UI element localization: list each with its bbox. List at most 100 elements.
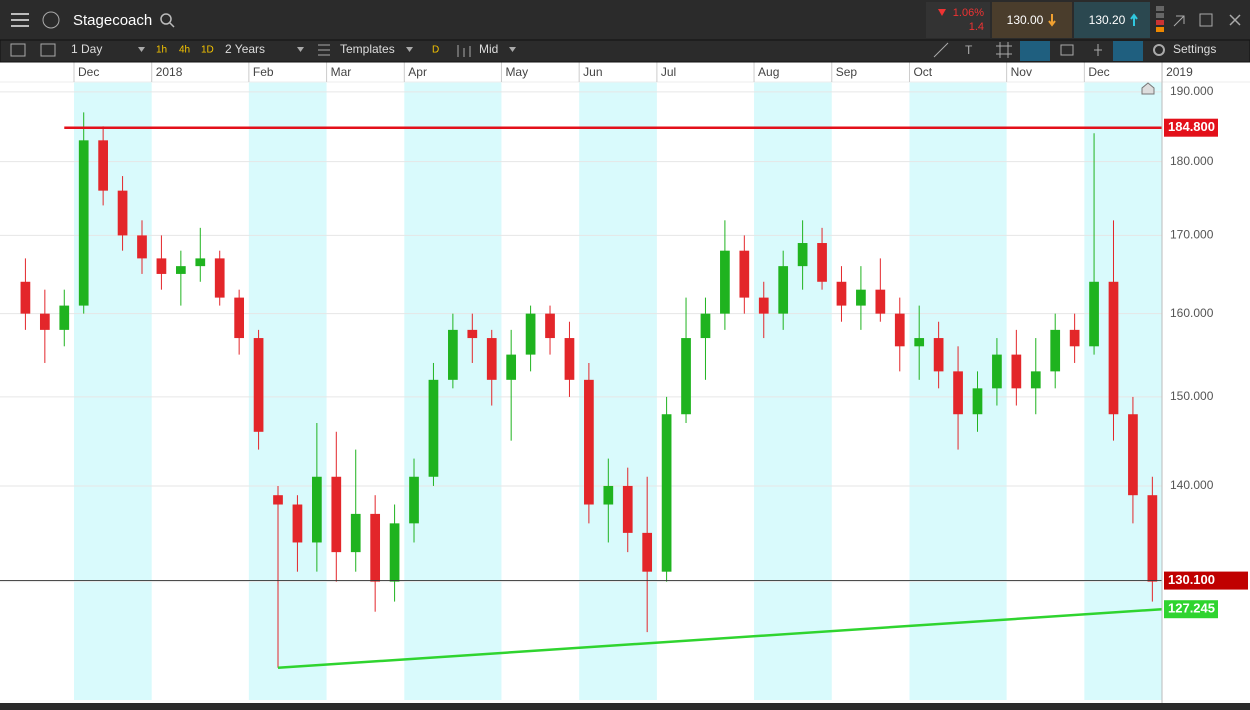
interval-4h[interactable]: 4h <box>179 45 190 56</box>
candle-body <box>448 329 458 380</box>
x-tick-label: Apr <box>408 65 427 79</box>
candle-body <box>234 297 245 339</box>
candle-body <box>953 371 963 415</box>
interval-select[interactable]: 1 Day <box>71 42 102 56</box>
candle-body <box>78 140 89 306</box>
candle-body <box>137 235 147 259</box>
candle-body <box>564 338 575 380</box>
active-tool[interactable] <box>1020 41 1050 61</box>
close-button[interactable] <box>1229 14 1241 26</box>
candle-body <box>156 258 167 274</box>
indicator-button[interactable] <box>1094 44 1102 56</box>
interval-1d[interactable]: 1D <box>201 45 214 56</box>
candle-body <box>273 495 283 505</box>
x-tick-label: Oct <box>913 65 932 79</box>
dropdown-arrow <box>406 47 413 52</box>
resistance-label: 184.800 <box>1168 119 1215 134</box>
sell-arrow <box>1048 14 1056 27</box>
draw-line-button[interactable] <box>933 42 949 58</box>
support-line <box>277 607 1163 670</box>
expand-button[interactable] <box>1173 15 1185 27</box>
sell-button[interactable] <box>992 2 1072 38</box>
candle-body <box>1128 414 1138 496</box>
candle-body <box>486 338 497 380</box>
x-tick-label: 2019 <box>1166 65 1193 79</box>
candle-body <box>195 258 206 267</box>
candle-body <box>739 250 750 298</box>
change-points: 1.4 <box>969 21 984 33</box>
price-type-select[interactable]: Mid <box>479 42 498 56</box>
layout-button[interactable] <box>40 43 56 57</box>
settings-button[interactable]: Settings <box>1173 42 1216 56</box>
x-tick-label: Aug <box>758 65 779 79</box>
candle-body <box>894 313 905 347</box>
candle-body <box>525 313 536 355</box>
list-button[interactable] <box>10 43 26 57</box>
candle-body <box>603 485 614 505</box>
last-price-label: 130.100 <box>1168 572 1215 587</box>
last-price-label-box <box>1164 571 1248 590</box>
templates-button[interactable]: Templates <box>340 42 395 56</box>
candle-body <box>1050 329 1061 372</box>
candle-body <box>1108 281 1119 415</box>
d-button[interactable]: D <box>432 45 439 56</box>
candle-body <box>778 266 789 314</box>
info-button[interactable] <box>42 11 60 29</box>
active-tool[interactable] <box>1113 41 1143 61</box>
text-tool-icon[interactable]: T <box>965 43 973 57</box>
x-tick-label: Nov <box>1011 65 1032 79</box>
buy-price[interactable]: 130.20 <box>1089 13 1126 27</box>
change-percent: 1.06% <box>953 7 984 19</box>
level-meter <box>1156 6 1164 32</box>
crosshair-button[interactable] <box>996 42 1012 58</box>
search-icon[interactable] <box>160 13 175 28</box>
overlay-button[interactable] <box>1060 44 1074 56</box>
candle-body <box>370 513 381 582</box>
support-label: 127.245 <box>1168 601 1215 616</box>
x-tick-label: Mar <box>331 65 352 79</box>
y-tick-label: 160.000 <box>1170 306 1214 320</box>
dropdown-arrow <box>297 47 304 52</box>
candle-body <box>642 532 653 572</box>
home-button <box>1141 82 1155 95</box>
interval-1h[interactable]: 1h <box>156 45 167 56</box>
chart: 130.000140.000150.000160.000170.000180.0… <box>0 62 1250 710</box>
y-tick-label: 180.000 <box>1170 154 1214 168</box>
candle-body <box>98 140 108 191</box>
buy-arrow <box>1130 13 1138 26</box>
instrument-name[interactable]: Stagecoach <box>73 12 152 29</box>
sell-price[interactable]: 130.00 <box>1007 13 1044 27</box>
x-tick-label: Dec <box>1088 65 1109 79</box>
candle-body <box>39 313 50 330</box>
candle-body <box>681 338 691 415</box>
x-axis-strip <box>0 62 1250 82</box>
candle-body <box>856 289 866 306</box>
x-tick-label: May <box>505 65 528 79</box>
candle-body <box>661 414 672 572</box>
resistance-label-box <box>1164 118 1218 137</box>
candle-body <box>59 305 70 330</box>
menu-button[interactable] <box>0 0 38 40</box>
candle-body <box>253 338 264 432</box>
candle-body <box>331 476 342 553</box>
x-tick-label: 2018 <box>156 65 183 79</box>
candle-body <box>914 338 925 347</box>
candle-body <box>312 476 322 543</box>
y-tick-label: 170.000 <box>1170 228 1214 242</box>
settings-icon <box>1153 44 1165 56</box>
buy-button[interactable] <box>1074 2 1150 38</box>
candle-body <box>117 190 128 236</box>
candle-body <box>292 504 303 543</box>
candle-body <box>972 388 983 415</box>
y-tick-label: 190.000 <box>1170 84 1214 98</box>
candle-body <box>1030 371 1041 389</box>
candle-body <box>1089 281 1099 347</box>
dropdown-arrow <box>138 47 145 52</box>
down-arrow <box>938 9 946 16</box>
popout-button[interactable] <box>1199 13 1213 27</box>
x-tick-label: Feb <box>253 65 274 79</box>
candle-body <box>409 476 419 524</box>
candle-body <box>389 523 400 582</box>
range-select[interactable]: 2 Years <box>225 42 265 56</box>
